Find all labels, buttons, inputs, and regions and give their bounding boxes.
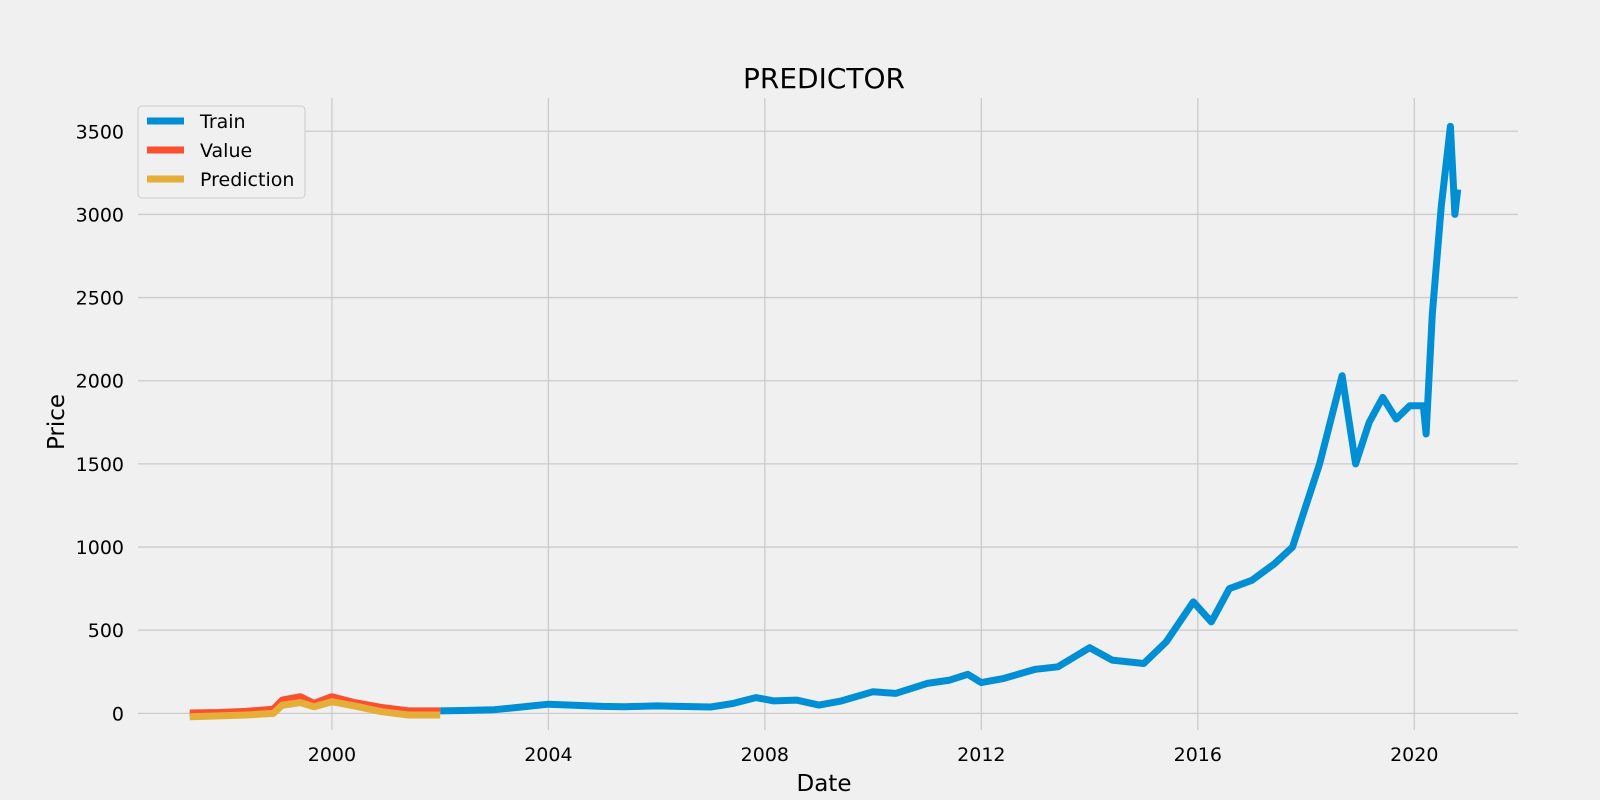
legend-frame: [137, 105, 306, 199]
x-tick-label: 2016: [1174, 744, 1222, 766]
y-tick-label: 2000: [76, 371, 124, 393]
y-tick-label: 1500: [76, 454, 124, 476]
y-tick-label: 2500: [76, 288, 124, 310]
y-tick-label: 500: [88, 620, 124, 642]
series-line-prediction: [189, 698, 441, 721]
y-tick-label: 3000: [76, 204, 124, 226]
y-tick-label: 1000: [76, 537, 124, 559]
x-tick-label: 2012: [957, 744, 1005, 766]
grid-lines: [138, 98, 1518, 730]
x-axis-title: Date: [797, 771, 852, 797]
chart-title: PREDICTOR: [743, 62, 905, 95]
series-lines: [189, 122, 1462, 721]
x-tick-label: 2000: [308, 744, 356, 766]
series-line-train: [440, 122, 1462, 715]
x-tick-label: 2020: [1390, 744, 1438, 766]
y-tick-label: 3500: [76, 121, 124, 143]
legend-label-train: Train: [199, 111, 246, 133]
legend-label-value: Value: [200, 140, 252, 162]
x-tick-label: 2004: [524, 744, 572, 766]
x-tick-label: 2008: [741, 744, 789, 766]
tick-labels: 0 500 1000 1500 2000 2500 3000 3500 2000 2004 2008…: [76, 121, 1439, 766]
series-line-value: [189, 693, 441, 717]
legend: Train Value Prediction: [137, 105, 306, 199]
y-tick-label: 0: [112, 703, 124, 725]
legend-label-prediction: Prediction: [200, 169, 294, 191]
y-axis-title: Price: [44, 394, 70, 450]
